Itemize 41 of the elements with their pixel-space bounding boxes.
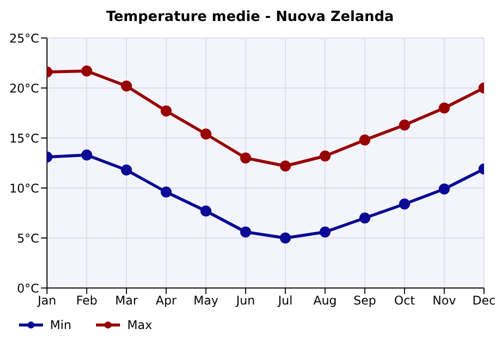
x-tick-label: Jan — [36, 294, 56, 308]
point — [81, 66, 92, 76]
point — [240, 226, 252, 238]
point — [200, 206, 212, 216]
y-tick-label: 10°C — [9, 181, 39, 196]
point — [120, 164, 132, 176]
point — [120, 80, 132, 92]
point — [160, 186, 172, 198]
y-tick-label: 20°C — [9, 81, 39, 96]
legend-label: Max — [127, 318, 152, 332]
y-tick-label: 25°C — [9, 31, 39, 46]
point — [200, 128, 212, 140]
point — [81, 150, 92, 160]
y-tick-label: 5°C — [16, 231, 39, 246]
point — [438, 102, 450, 114]
legend-label: Min — [50, 318, 72, 332]
x-tick-label: Sep — [354, 294, 376, 308]
point — [359, 134, 370, 146]
x-tick-label: Apr — [156, 294, 177, 308]
y-tick-label: 0°C — [16, 281, 39, 296]
point — [399, 198, 410, 210]
x-tick-label: Oct — [394, 294, 416, 308]
point — [359, 212, 370, 224]
x-tick-label: Aug — [313, 294, 337, 308]
x-tick-label: Dec — [472, 294, 496, 308]
x-tick-label: May — [194, 294, 218, 308]
point — [320, 150, 331, 162]
x-tick-label: Jun — [235, 294, 256, 308]
x-tick-label: Mar — [115, 294, 138, 308]
point — [438, 184, 450, 194]
point — [320, 226, 331, 238]
x-tick-label: Jul — [277, 294, 293, 308]
point — [399, 120, 410, 130]
chart-title: Temperature medie - Nuova Zelanda — [105, 9, 395, 25]
point — [280, 232, 291, 244]
y-tick-label: 15°C — [9, 131, 39, 146]
x-tick-label: Nov — [432, 294, 456, 308]
point — [160, 106, 172, 116]
x-tick-label: Feb — [76, 294, 98, 308]
point — [240, 152, 252, 164]
point — [280, 160, 291, 172]
